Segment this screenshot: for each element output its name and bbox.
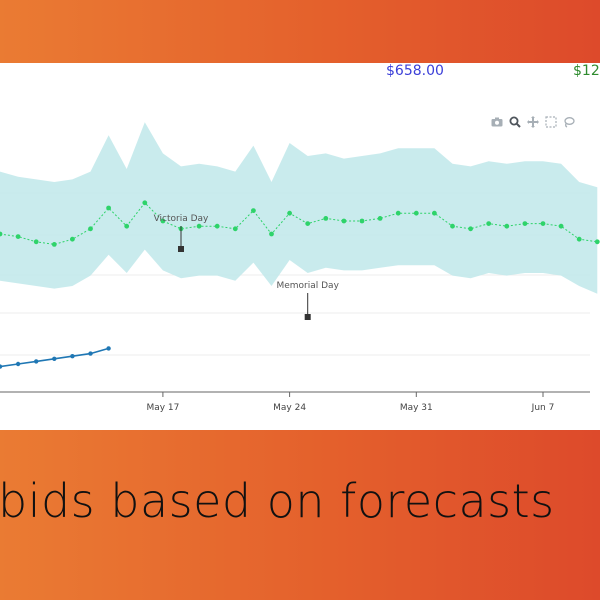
caption-text: bids based on forecasts	[0, 474, 555, 528]
x-tick-label: Jun 7	[531, 403, 555, 413]
forecast-point	[522, 221, 528, 227]
forecast-point	[413, 210, 419, 216]
annotation-marker	[178, 246, 184, 252]
forecast-point	[51, 242, 57, 247]
actual-point	[0, 364, 3, 369]
forecast-line	[0, 202, 598, 245]
forecast-point	[232, 226, 238, 232]
forecast-point	[142, 200, 148, 206]
forecast-point	[214, 223, 220, 229]
annotation-label: Victoria Day	[154, 214, 209, 224]
forecast-point	[341, 218, 347, 224]
actual-points	[0, 346, 111, 369]
x-axis-ticks: May 17 May 24 May 31 Jun 7	[146, 392, 554, 413]
actual-point	[15, 361, 21, 367]
forecast-point	[323, 216, 329, 221]
forecast-point	[450, 223, 455, 229]
actual-point	[52, 356, 57, 361]
forecast-point	[251, 208, 256, 214]
pan-icon[interactable]	[526, 115, 540, 129]
forecast-point	[196, 223, 202, 229]
forecast-point	[305, 221, 311, 227]
forecast-point	[0, 231, 3, 237]
forecast-point	[287, 210, 292, 216]
revenue-value: $12,	[573, 63, 600, 79]
zoom-icon[interactable]	[508, 115, 522, 129]
forecast-point	[432, 210, 437, 216]
forecast-points	[0, 200, 600, 247]
forecast-point	[576, 236, 582, 242]
x-tick-label: May 31	[400, 403, 433, 413]
x-tick-label: May 24	[273, 403, 306, 413]
spend-value: $658.00	[386, 63, 444, 79]
box-select-icon[interactable]	[544, 115, 558, 129]
actual-point	[88, 351, 93, 356]
forecast-point	[486, 221, 492, 227]
forecast-point	[124, 223, 130, 229]
actual-point	[34, 359, 39, 364]
annotation-marker	[304, 314, 311, 320]
forecast-point	[88, 226, 93, 232]
actual-point	[70, 354, 75, 359]
actual-point	[106, 346, 111, 351]
lasso-icon[interactable]	[562, 115, 576, 129]
annotation-label: Memorial Day	[276, 281, 339, 291]
chart-toolbar	[490, 115, 576, 129]
forecast-point	[269, 231, 274, 237]
forecast-point	[594, 239, 600, 245]
forecast-point	[468, 226, 473, 232]
forecast-point	[160, 218, 166, 224]
annotations: Victoria Day Memorial Day	[154, 214, 340, 320]
forecast-point	[106, 205, 111, 211]
forecast-chart[interactable]: May 17 May 24 May 31 Jun 7 Victoria Day Memo…	[0, 63, 600, 430]
forecast-point	[504, 223, 510, 229]
forecast-band	[0, 122, 598, 294]
forecast-point	[70, 236, 75, 242]
x-tick-label: May 17	[146, 403, 179, 413]
forecast-point	[558, 223, 564, 229]
forecast-point	[540, 221, 546, 227]
forecast-point	[359, 218, 365, 224]
forecast-point	[33, 239, 39, 245]
forecast-point	[15, 234, 21, 240]
forecast-point	[395, 210, 401, 216]
forecast-point	[377, 216, 383, 221]
camera-icon[interactable]	[490, 115, 504, 129]
